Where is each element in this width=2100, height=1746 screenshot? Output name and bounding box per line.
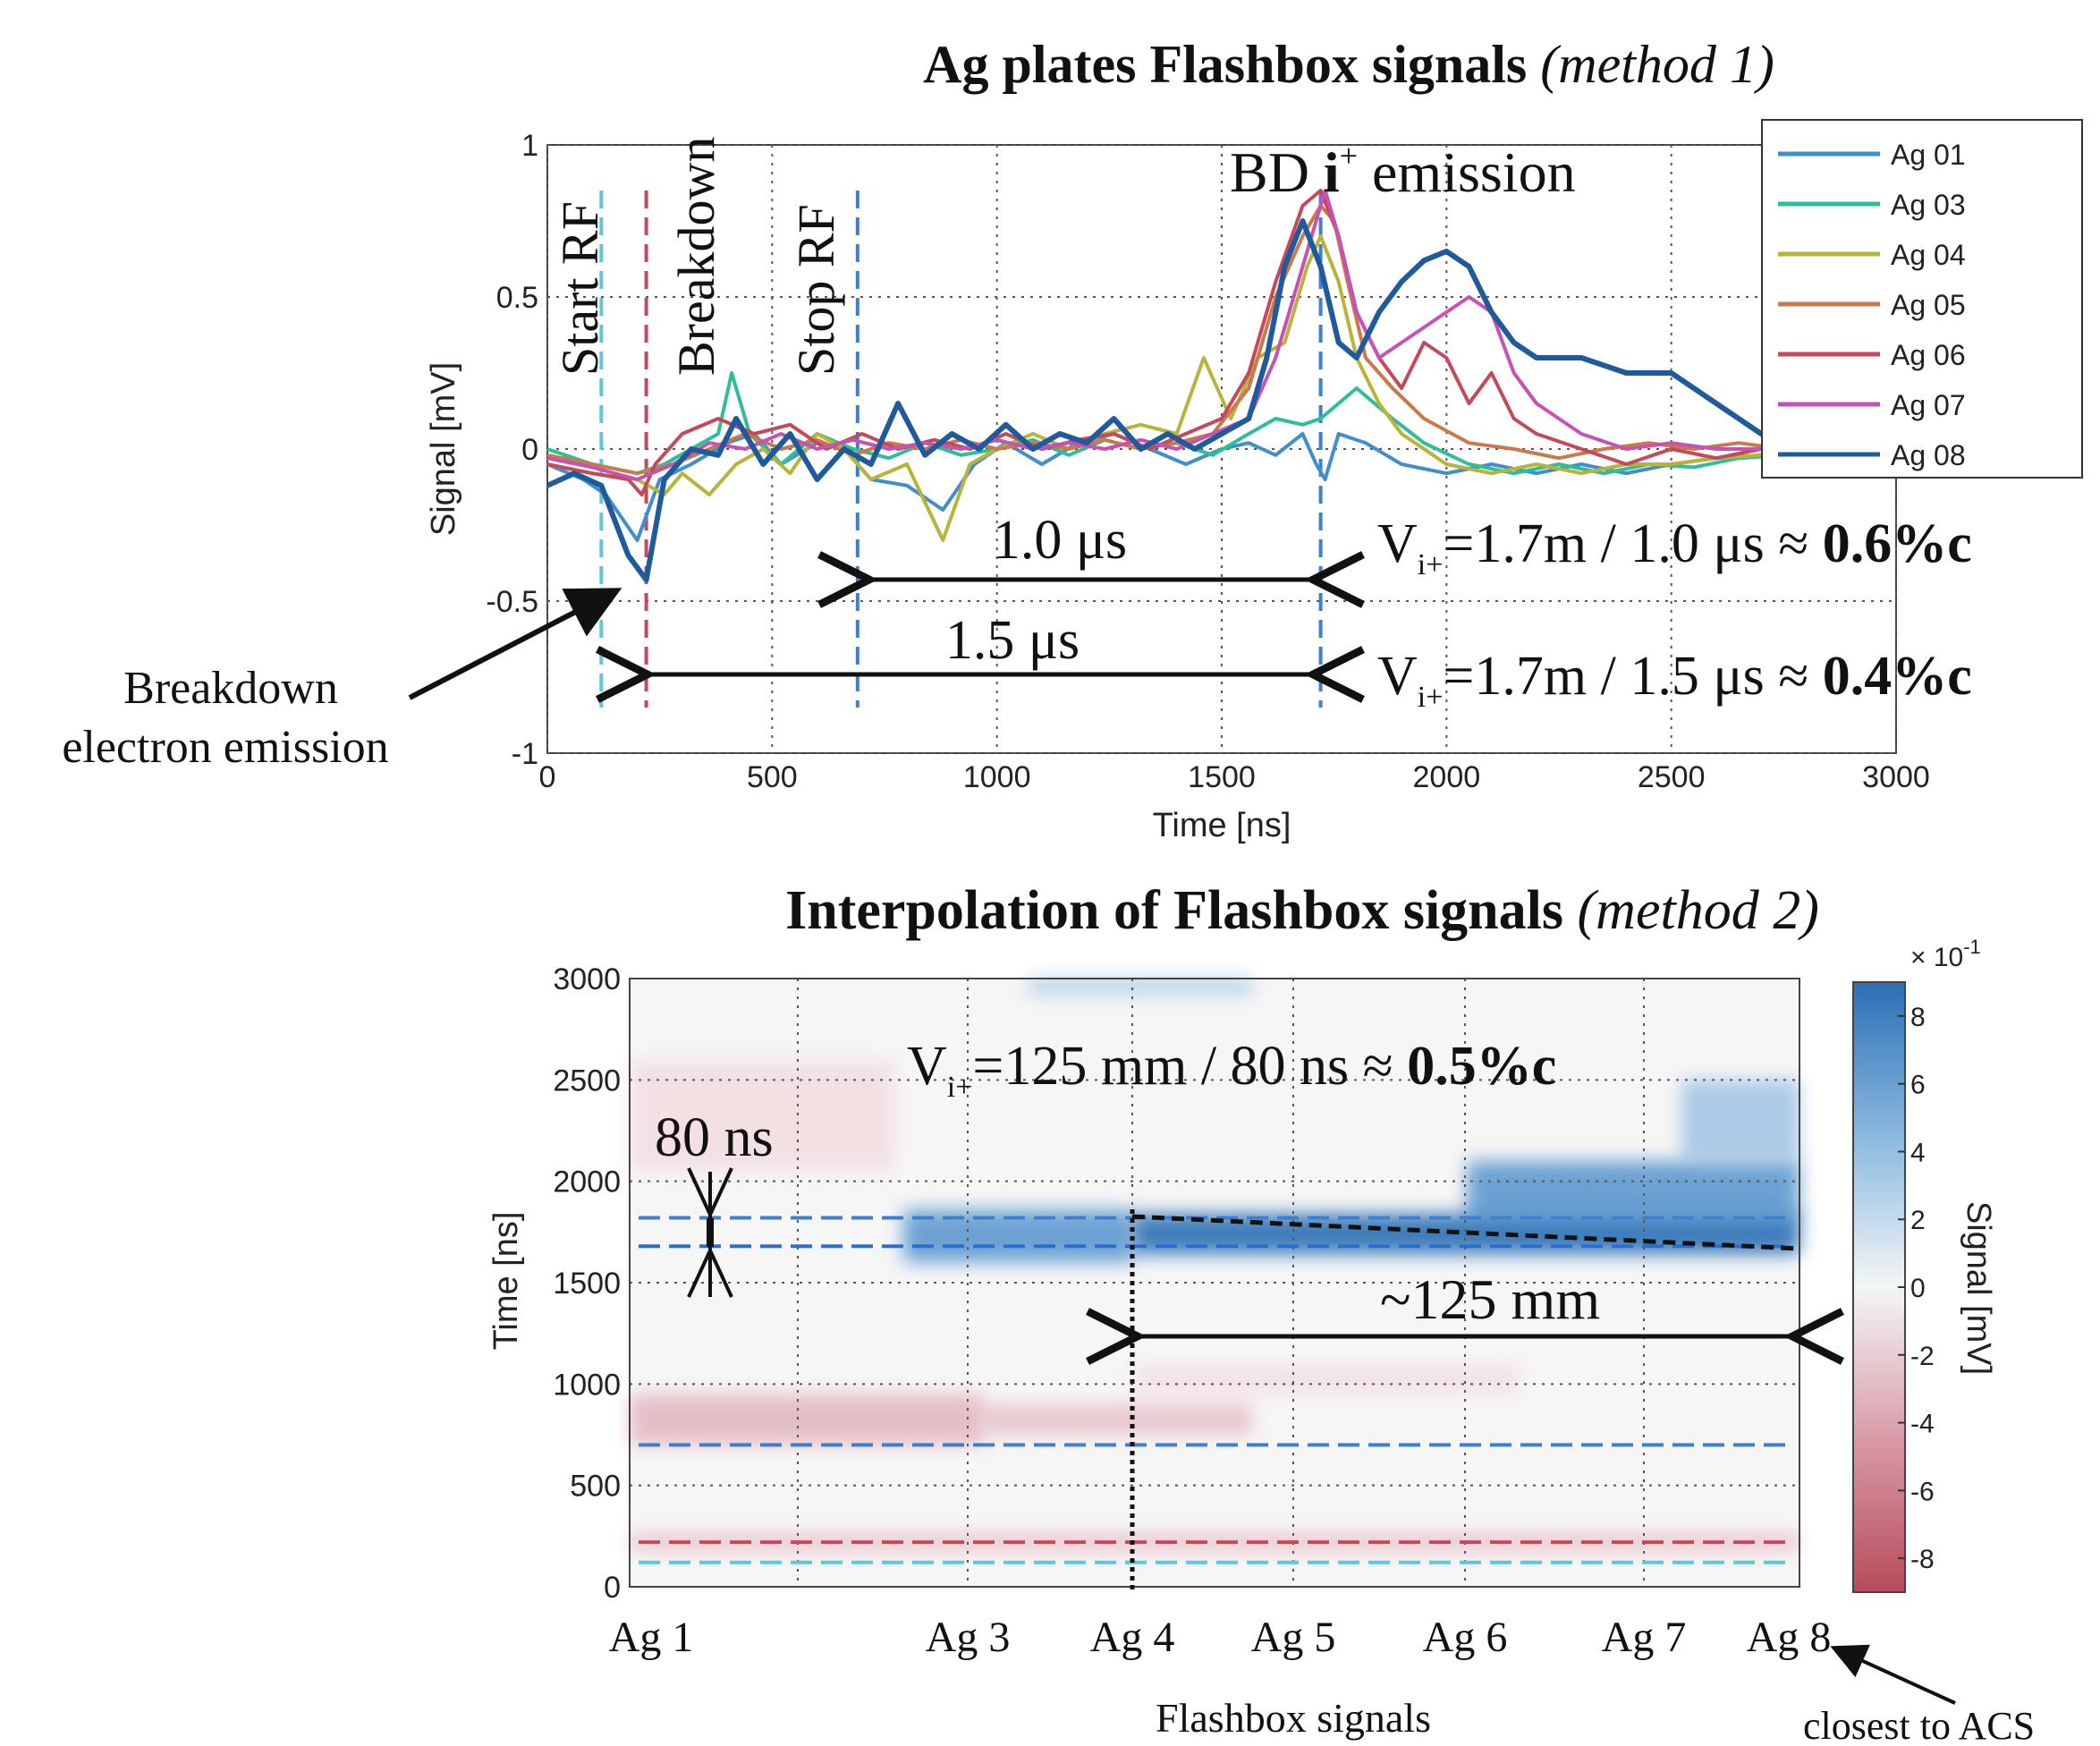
legend-box <box>1761 119 2083 479</box>
legend-entry: Ag 08 <box>1891 439 1966 471</box>
colorbar-label: Signal [mV] <box>1960 1201 1997 1375</box>
colorbar-tick-label: -4 <box>1910 1410 1935 1439</box>
closest-arrow <box>1830 1644 1956 1705</box>
delta-80ns-marker <box>687 1167 733 1298</box>
top-x-tick-label: 2500 <box>1638 760 1706 794</box>
bottom-chart-title: Interpolation of Flashbox signals (metho… <box>785 880 1819 941</box>
top-legend: Ag 01 Ag 03 Ag 04 Ag 05 Ag 06 Ag 07 Ag 08 <box>1761 119 2083 479</box>
top-x-tick-label: 0 <box>539 760 556 794</box>
top-chart: Ag plates Flashbox signals (method 1) 0 5… <box>62 35 2083 844</box>
breakdown-note-line2: electron emission <box>62 722 388 773</box>
top-y-tick-label: 0.5 <box>496 281 538 315</box>
arrow-15us-label: 1.5 μs <box>945 610 1080 671</box>
series-line-ag-08 <box>546 218 1808 583</box>
heatmap-band <box>1132 1363 1520 1394</box>
velocity-eq-1: Vi+=1.7m / 1.0 μs ≈ 0.6%c <box>1377 513 1972 581</box>
colorbar-tick-label: -8 <box>1910 1545 1935 1574</box>
legend-entry: Ag 07 <box>1891 389 1966 421</box>
arrow-1us-label: 1.0 μs <box>993 510 1127 571</box>
delta-80ns-label: 80 ns <box>655 1107 774 1168</box>
bottom-y-tick-label: 2500 <box>553 1064 621 1098</box>
legend-entry: Ag 03 <box>1891 189 1966 221</box>
colorbar-tick-label: 4 <box>1910 1138 1926 1167</box>
breakdown-note-line1: Breakdown <box>123 663 338 714</box>
colorbar-tick-label: -6 <box>1910 1477 1935 1506</box>
stop-rf-label: Stop RF <box>787 204 845 376</box>
bottom-y-axis-label: Time [ns] <box>487 1212 525 1351</box>
breakdown-note-arrow <box>408 588 622 700</box>
bottom-x-tick-label: Ag 4 <box>1090 1614 1175 1661</box>
bottom-x-axis-label: Flashbox signals <box>1156 1695 1431 1741</box>
heatmap-band <box>984 1404 1252 1435</box>
legend-entry: Ag 04 <box>1891 239 1966 271</box>
colorbar-tick-label: 2 <box>1910 1206 1926 1235</box>
bottom-chart: Interpolation of Flashbox signals (metho… <box>487 880 2035 1746</box>
colorbar-tick-label: -2 <box>1910 1342 1935 1371</box>
bottom-y-tick-label: 1500 <box>553 1267 621 1301</box>
closest-note: closest to ACS <box>1803 1704 2035 1746</box>
colorbar <box>1852 981 1906 1593</box>
bottom-y-tick-label: 1000 <box>553 1368 621 1402</box>
heatmap-frame <box>629 978 1800 1588</box>
legend-entry: Ag 01 <box>1891 139 1966 171</box>
heatmap-band <box>630 1534 1799 1551</box>
colorbar-tick-label: 0 <box>1910 1274 1926 1303</box>
top-y-tick-label: 1 <box>521 129 538 163</box>
bottom-y-tick-label: 2000 <box>553 1165 621 1199</box>
bottom-x-tick-label: Ag 3 <box>926 1614 1011 1661</box>
top-y-tick-label: -1 <box>512 737 538 771</box>
bottom-y-tick-label: 0 <box>604 1571 621 1605</box>
top-y-tick-label: -0.5 <box>486 585 538 619</box>
top-x-axis-label: Time [ns] <box>1153 807 1291 844</box>
top-x-tick-label: 1000 <box>963 760 1031 794</box>
heatmap-band <box>630 1394 984 1445</box>
legend-entry: Ag 06 <box>1891 339 1966 371</box>
bottom-x-tick-label: Ag 8 <box>1747 1614 1832 1661</box>
start-rf-label: Start RF <box>551 201 609 376</box>
top-axis-ticks: 0 500 1000 1500 2000 2500 3000 -1 -0.5 0 0.5 1 <box>486 129 1929 794</box>
colorbar-multiplier: × 10-1 <box>1910 936 1981 972</box>
bottom-x-tick-label: Ag 5 <box>1251 1614 1336 1661</box>
colorbar-tick-label: 6 <box>1910 1071 1926 1100</box>
breakdown-label: Breakdown <box>667 137 725 376</box>
top-x-tick-label: 2000 <box>1413 760 1481 794</box>
heatmap-band <box>630 1059 894 1172</box>
bottom-reference-lines <box>639 1216 1791 1564</box>
top-series-lines <box>546 189 1808 583</box>
bd-emission-label: BD i+ emission <box>1230 138 1576 204</box>
bottom-x-tick-label: Ag 7 <box>1602 1614 1687 1661</box>
bottom-axis-ticks: 0 500 1000 1500 2000 2500 3000 Ag 1 Ag 3 Ag 4 Ag 5… <box>553 962 1831 1661</box>
drift-line <box>1131 1214 1800 1251</box>
top-x-tick-label: 1500 <box>1188 760 1256 794</box>
top-chart-title: Ag plates Flashbox signals (method 1) <box>923 35 1774 94</box>
heatmap-band <box>1681 1080 1799 1161</box>
top-x-tick-label: 3000 <box>1862 760 1930 794</box>
bottom-x-tick-label: Ag 1 <box>609 1614 694 1661</box>
colorbar-ticks: 8 6 4 2 0 -2 -4 -6 -8 <box>1898 1003 1935 1574</box>
bottom-y-tick-label: 500 <box>570 1470 621 1504</box>
legend-entry: Ag 05 <box>1891 289 1966 321</box>
heatmap-band <box>1029 979 1252 996</box>
velocity-eq-2: Vi+=1.7m / 1.5 μs ≈ 0.4%c <box>1377 646 1972 714</box>
top-y-axis-label: Signal [mV] <box>425 362 462 536</box>
top-y-tick-label: 0 <box>521 433 538 467</box>
heatmap-band <box>1467 1161 1799 1222</box>
colorbar-tick-label: 8 <box>1910 1003 1926 1032</box>
distance-label: ~125 mm <box>1380 1267 1600 1331</box>
velocity-eq-3: Vi+=125 mm / 80 ns ≈ 0.5%c <box>907 1036 1556 1104</box>
top-x-tick-label: 500 <box>747 760 798 794</box>
bottom-x-tick-label: Ag 6 <box>1423 1614 1508 1661</box>
bottom-y-tick-label: 3000 <box>553 962 621 996</box>
series-line-ag-04 <box>546 234 1807 542</box>
